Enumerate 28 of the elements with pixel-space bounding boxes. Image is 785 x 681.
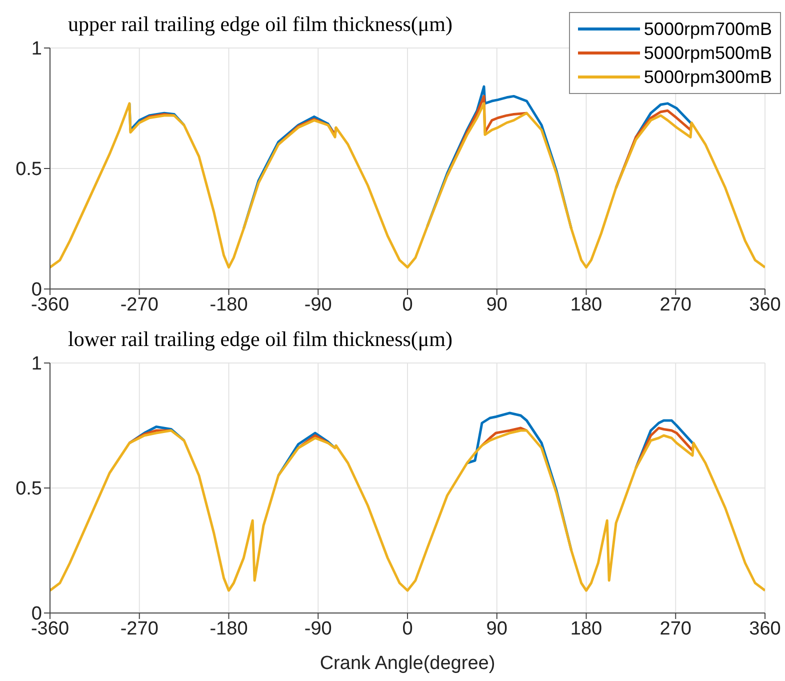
line-series xyxy=(50,102,765,269)
x-tick-label: -180 xyxy=(210,618,248,640)
x-tick-label: 90 xyxy=(486,618,508,640)
chart-title: upper rail trailing edge oil film thickness(μm) xyxy=(68,12,452,37)
x-tick-label: -270 xyxy=(120,294,158,316)
x-tick-label: 270 xyxy=(660,294,692,316)
x-tick-label: -90 xyxy=(304,618,332,640)
x-tick-label: -90 xyxy=(304,294,332,316)
line-series xyxy=(50,429,765,592)
y-tick-label: 0.5 xyxy=(16,159,42,180)
x-tick-label: 360 xyxy=(749,294,781,316)
x-tick-label: 0 xyxy=(402,618,413,640)
legend-label: 5000rpm500mB xyxy=(644,42,772,64)
x-axis-title: Crank Angle(degree) xyxy=(320,653,496,674)
x-tick-label: 180 xyxy=(570,294,602,316)
y-tick-label: 0.5 xyxy=(16,478,42,500)
y-tick-label: 1 xyxy=(31,38,42,60)
legend-label: 5000rpm300mB xyxy=(644,66,772,88)
chart-title: lower rail trailing edge oil film thickness(μm) xyxy=(68,327,452,352)
x-tick-label: -180 xyxy=(210,294,248,316)
legend-label: 5000rpm700mB xyxy=(644,18,772,40)
x-tick-label: 360 xyxy=(749,618,781,640)
y-tick-label: 1 xyxy=(31,354,42,375)
x-tick-label: -270 xyxy=(120,618,158,640)
x-tick-label: 0 xyxy=(402,294,413,316)
x-tick-label: 180 xyxy=(570,618,602,640)
x-tick-label: 270 xyxy=(660,618,692,640)
x-tick-label: 90 xyxy=(486,294,508,316)
